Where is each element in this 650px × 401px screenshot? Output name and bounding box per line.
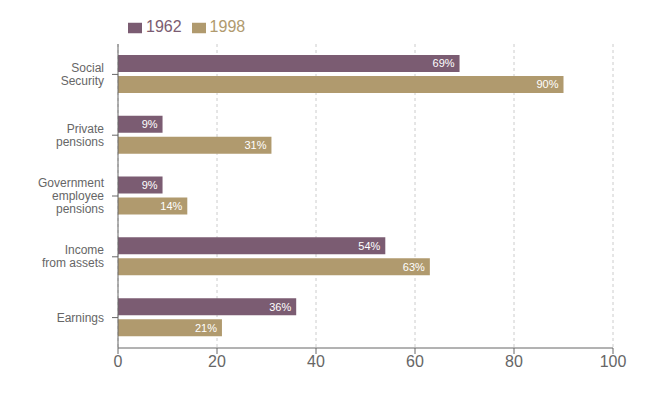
html-text:1962: 1962 <box>146 18 182 35</box>
svg-text:60: 60 <box>406 353 424 370</box>
svg-text:9%: 9% <box>142 118 158 130</box>
svg-text:40: 40 <box>307 353 325 370</box>
svg-text:14%: 14% <box>160 200 182 212</box>
svg-text:69%: 69% <box>433 57 455 69</box>
svg-text:0: 0 <box>114 353 123 370</box>
svg-text:90%: 90% <box>536 78 558 90</box>
svg-text:21%: 21% <box>195 322 217 334</box>
svg-text:Incomefrom assets: Incomefrom assets <box>42 243 104 270</box>
svg-text:9%: 9% <box>142 179 158 191</box>
svg-text:100: 100 <box>600 353 627 370</box>
svg-text:Governmentemployeepensions: Governmentemployeepensions <box>38 176 105 216</box>
svg-text:54%: 54% <box>358 240 380 252</box>
svg-text:20: 20 <box>208 353 226 370</box>
svg-text:Privatepensions: Privatepensions <box>56 122 104 149</box>
svg-text:80: 80 <box>505 353 523 370</box>
svg-text:36%: 36% <box>269 301 291 313</box>
svg-text:31%: 31% <box>244 139 266 151</box>
svg-text:SocialSecurity: SocialSecurity <box>61 61 104 88</box>
svg-text:63%: 63% <box>403 261 425 273</box>
html-text:1998: 1998 <box>209 18 246 35</box>
svg-text:Earnings: Earnings <box>57 311 104 325</box>
